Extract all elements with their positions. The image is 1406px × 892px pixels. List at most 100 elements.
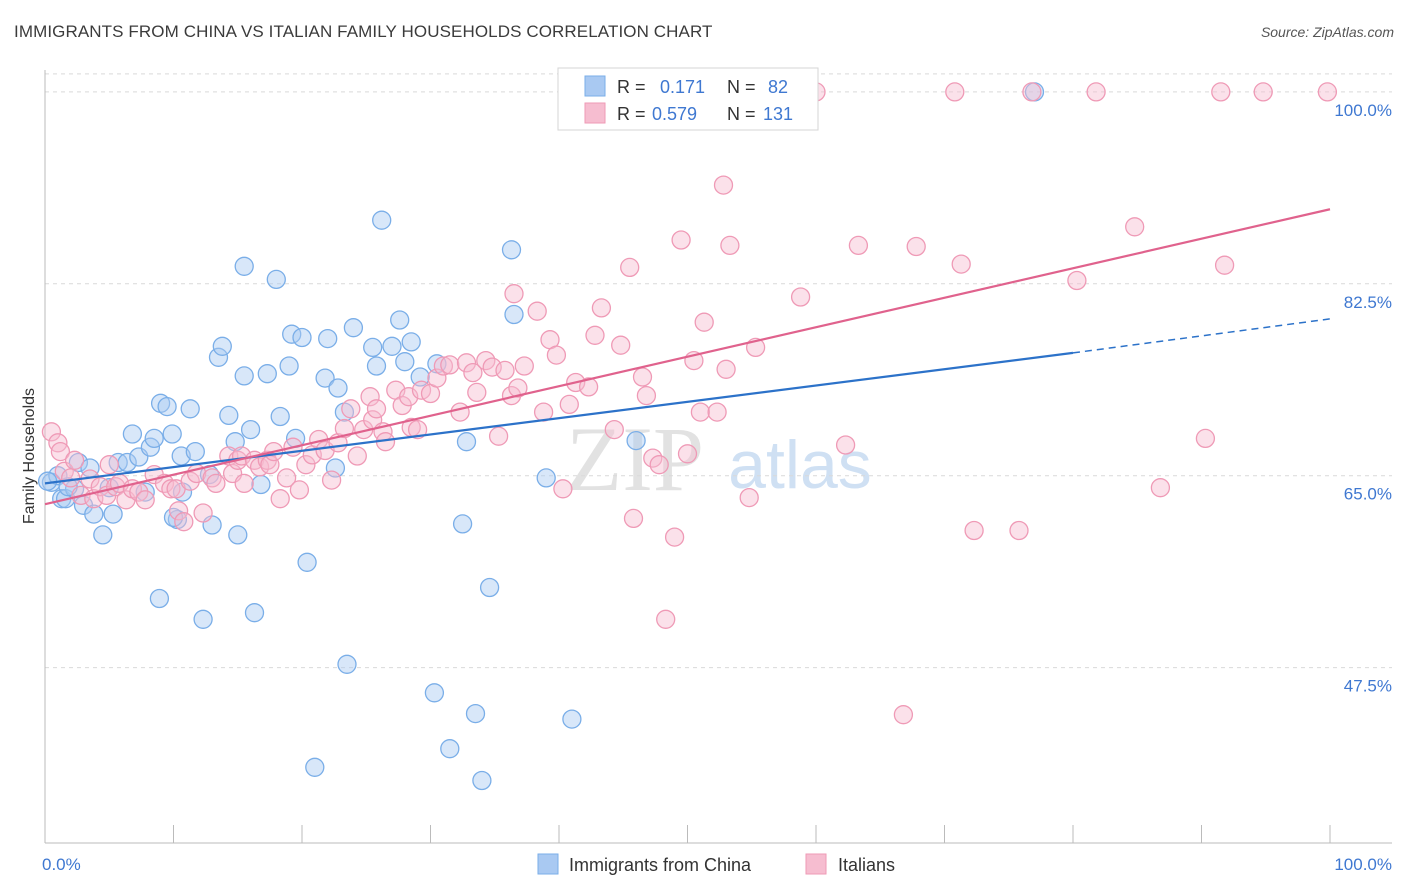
china-point-67 xyxy=(452,514,473,534)
italians-point-11 xyxy=(99,455,119,475)
italians-point-115 xyxy=(893,705,914,725)
italians-point-77 xyxy=(504,284,524,304)
axes xyxy=(44,70,1392,844)
italians-point-83 xyxy=(546,345,567,365)
watermark-atlas: atlas xyxy=(728,427,872,503)
china-point-80 xyxy=(163,507,184,528)
legend-china-swatch xyxy=(537,853,559,875)
italians-point-68 xyxy=(450,402,470,422)
italians-point-5 xyxy=(64,450,85,470)
china-point-56 xyxy=(363,337,383,358)
china-point-47 xyxy=(297,552,317,572)
china-point-14 xyxy=(122,424,143,444)
china-point-28 xyxy=(193,609,213,629)
italians-point-71 xyxy=(467,382,487,403)
italians-point-20 xyxy=(161,479,181,499)
china-point-66 xyxy=(440,739,460,759)
china-point-59 xyxy=(382,336,402,356)
italians-point-69 xyxy=(456,353,477,373)
legend-italians-label: Italians xyxy=(838,855,895,875)
italians-point-80 xyxy=(527,301,547,321)
china-point-22 xyxy=(162,424,182,444)
legend-china-label: Immigrants from China xyxy=(569,855,752,875)
italians-point-114 xyxy=(848,235,869,256)
italians-point-67 xyxy=(440,355,460,375)
italians-point-97 xyxy=(649,455,669,475)
china-point-21 xyxy=(157,396,177,417)
italians-n-label: N = xyxy=(727,104,756,124)
china-swatch xyxy=(584,75,606,97)
italians-point-111 xyxy=(790,287,811,307)
china-point-38 xyxy=(240,419,261,440)
china-point-34 xyxy=(225,432,245,452)
china-point-58 xyxy=(372,210,392,230)
italians-point-105 xyxy=(707,402,727,422)
italians-point-2 xyxy=(50,441,71,462)
china-point-33 xyxy=(219,405,239,426)
italians-point-51 xyxy=(347,446,367,466)
china-point-44 xyxy=(282,324,302,344)
italians-n-value: 131 xyxy=(763,104,793,124)
italians-point-100 xyxy=(671,230,691,250)
italians-points xyxy=(41,82,1338,725)
y-axis-label: Family Households xyxy=(21,388,38,524)
y-tick-label-0: 47.5% xyxy=(1344,677,1392,696)
china-point-50 xyxy=(318,328,338,349)
china-point-81 xyxy=(251,474,271,495)
italians-point-40 xyxy=(276,468,297,488)
china-point-76 xyxy=(626,430,646,451)
italians-point-91 xyxy=(611,335,631,355)
china-r-label: R = xyxy=(617,77,646,97)
italians-point-28 xyxy=(206,473,226,494)
italians-point-4 xyxy=(61,468,81,488)
italians-point-99 xyxy=(664,527,685,547)
italians-point-122 xyxy=(1067,270,1087,291)
italians-point-74 xyxy=(488,426,509,446)
italians-point-124 xyxy=(1125,217,1145,237)
italians-point-39 xyxy=(270,489,290,509)
china-point-55 xyxy=(343,318,364,338)
china-point-70 xyxy=(472,770,492,791)
x-tick-label-min: 0.0% xyxy=(42,855,81,874)
italians-point-42 xyxy=(289,480,310,500)
italians-point-94 xyxy=(632,367,653,387)
italians-point-116 xyxy=(906,236,926,257)
china-point-48 xyxy=(305,757,325,777)
italians-point-126 xyxy=(1195,428,1216,449)
china-r-value: 0.171 xyxy=(660,77,705,97)
watermark-zip: ZIP xyxy=(566,408,704,510)
china-point-57 xyxy=(366,356,387,376)
italians-point-109 xyxy=(739,487,759,508)
china-point-49 xyxy=(315,368,335,388)
italians-point-128 xyxy=(1214,255,1235,275)
italians-point-101 xyxy=(677,444,698,464)
y-tick-label-3: 100.0% xyxy=(1334,101,1392,120)
italians-point-119 xyxy=(964,520,984,541)
italians-point-103 xyxy=(690,402,711,422)
china-point-75 xyxy=(562,709,582,729)
italians-point-121 xyxy=(1022,82,1042,102)
italians-point-70 xyxy=(463,362,483,383)
italians-point-47 xyxy=(321,470,342,490)
italians-point-50 xyxy=(341,399,361,419)
italians-point-87 xyxy=(578,377,599,397)
china-point-60 xyxy=(390,310,410,330)
china-point-19 xyxy=(149,588,170,609)
italians-point-129 xyxy=(1253,82,1273,102)
italians-point-90 xyxy=(604,419,624,440)
china-point-27 xyxy=(185,441,205,462)
china-point-9 xyxy=(93,525,113,545)
italians-point-113 xyxy=(835,435,856,455)
italians-point-53 xyxy=(360,387,380,407)
china-n-value: 82 xyxy=(768,77,788,97)
china-trend-extension xyxy=(1072,318,1331,354)
china-point-74 xyxy=(536,468,556,488)
china-point-61 xyxy=(395,352,415,372)
italians-swatch xyxy=(584,102,606,124)
legend-italians-swatch xyxy=(805,853,827,875)
italians-r-label: R = xyxy=(617,104,646,124)
italians-point-95 xyxy=(636,385,657,406)
italians-point-118 xyxy=(951,254,971,274)
italians-point-127 xyxy=(1211,82,1231,102)
